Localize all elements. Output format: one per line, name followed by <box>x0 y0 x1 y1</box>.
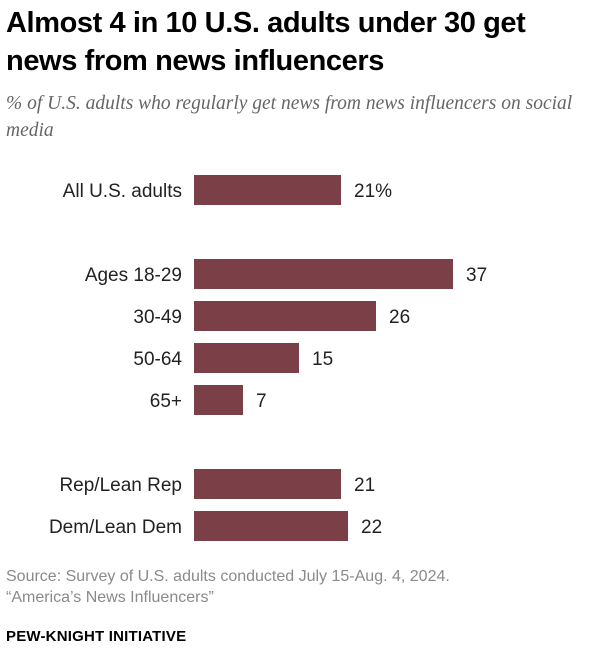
category-label-rep-lean-rep: Rep/Lean Rep <box>59 475 182 496</box>
value-label-30-49: 26 <box>389 307 410 328</box>
category-label-all-u-s-adults: All U.S. adults <box>63 181 182 202</box>
bar-50-64 <box>194 343 299 373</box>
source-note: Source: Survey of U.S. adults conducted … <box>6 566 591 608</box>
value-label-ages-18-29: 37 <box>466 265 487 286</box>
category-label-50-64: 50-64 <box>133 349 182 370</box>
source-line-2: “America’s News Influencers” <box>6 589 214 606</box>
bar-all-u-s-adults <box>194 175 341 205</box>
chart-title: Almost 4 in 10 U.S. adults under 30 get … <box>6 7 526 77</box>
value-label-50-64: 15 <box>312 349 333 370</box>
brand-logo-text: PEW-KNIGHT INITIATIVE <box>6 628 187 645</box>
value-label-dem-lean-dem: 22 <box>361 517 382 538</box>
category-label-dem-lean-dem: Dem/Lean Dem <box>49 517 182 538</box>
category-label-ages-18-29: Ages 18-29 <box>85 265 182 286</box>
bar-ages-18-29 <box>194 259 453 289</box>
bar-65 <box>194 385 243 415</box>
category-label-65: 65+ <box>150 391 182 412</box>
category-label-30-49: 30-49 <box>133 307 182 328</box>
bar-30-49 <box>194 301 376 331</box>
value-label-65: 7 <box>256 391 267 412</box>
chart-subtitle: % of U.S. adults who regularly get news … <box>6 93 573 141</box>
value-label-rep-lean-rep: 21 <box>354 475 375 496</box>
value-label-all-u-s-adults: 21% <box>354 181 392 202</box>
bar-chart: All U.S. adults 21% Ages 18-29 37 30-49 26 50-… <box>49 175 487 541</box>
source-line-1: Source: Survey of U.S. adults conducted … <box>6 568 450 585</box>
bar-rep-lean-rep <box>194 469 341 499</box>
bar-dem-lean-dem <box>194 511 348 541</box>
